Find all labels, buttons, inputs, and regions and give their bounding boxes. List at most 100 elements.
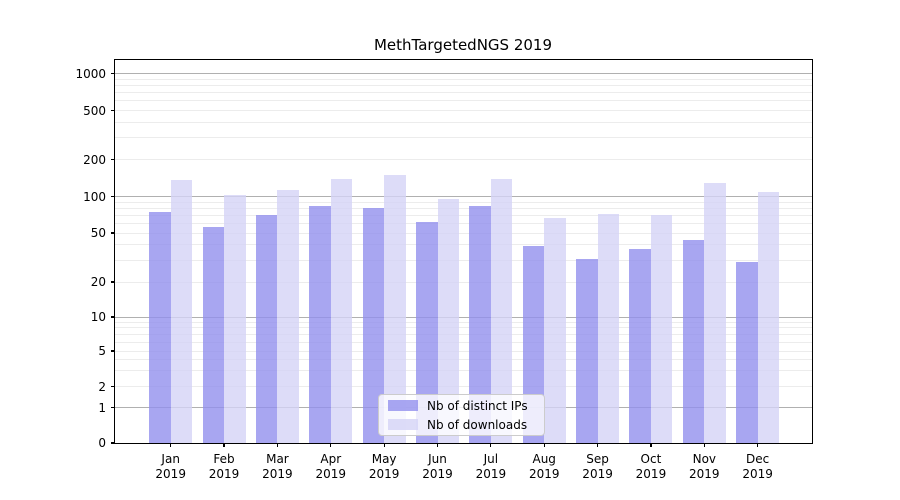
bar-ips-mar [255,215,278,443]
bar-ips-jan [149,211,171,443]
y-tick [111,316,115,318]
x-tick [436,443,439,447]
bar-downloads-jun [437,198,459,443]
x-tick [330,443,332,447]
bar-ips-jul [469,206,491,443]
y-tick-label: 100 [83,189,106,204]
plot-area: 0 1 2 5 10 20 50 100 200 500 1000 Jan 2019 Feb 2019… [75,59,813,481]
bar-ips-oct [629,249,651,443]
gridline-minor [115,244,812,246]
legend-swatch-ips-icon [388,400,418,411]
x-tick-label: Oct 2019 [635,452,667,481]
gridline-minor [115,121,812,123]
gridline-minor [115,232,812,234]
x-tick-label: Feb 2019 [208,452,240,481]
gridline-minor [115,92,812,94]
x-tick [170,443,172,447]
x-tick-label: Jun 2019 [422,452,453,481]
y-tick-label: 500 [83,103,106,118]
y-tick-label: 5 [98,344,106,358]
x-tick [490,443,492,447]
bar-ips-jun [416,221,438,443]
x-tick [703,443,705,447]
bar-ips-may [362,208,385,443]
gridline-minor [115,281,812,283]
bar-downloads-feb [224,195,246,443]
x-tick [543,443,545,447]
legend-swatch-downloads-icon [388,419,418,430]
bar-downloads-sep [597,213,620,443]
bar-ips-nov [682,239,705,443]
gridline-minor [115,333,812,335]
gridline-minor [115,321,812,323]
y-tick [111,281,115,283]
gridline-minor [115,78,812,80]
gridline-minor [115,201,812,203]
gridline-major [115,196,812,197]
legend-item-distinct-ips: Nb of distinct IPs [388,399,535,413]
y-tick [111,232,115,234]
legend-label-ips: Nb of distinct IPs [427,398,528,413]
y-tick-label: 1 [98,400,106,415]
gridline-minor [115,386,812,387]
bar-ips-sep [576,258,598,443]
chart-title: MethTargetedNGS 2019 [373,36,553,54]
gridline-minor [115,214,812,216]
x-tick [276,443,278,447]
bar-ips-dec [736,262,758,443]
bar-downloads-aug [544,217,566,443]
x-tick [757,443,759,447]
bar-downloads-jul [490,179,513,443]
x-tick-label: Aug 2019 [528,452,560,481]
bar-downloads-dec [757,192,780,443]
x-tick [596,443,599,447]
bar-downloads-mar [277,190,299,443]
gridline-minor [115,370,812,372]
x-tick-label: Apr 2019 [315,452,347,481]
y-tick [111,195,115,198]
y-tick-label: 2 [98,379,106,394]
bar-downloads-jan [170,180,193,443]
y-tick-label: 200 [83,152,106,167]
y-tick-label: 50 [90,226,106,240]
gridline-minor [115,100,812,102]
x-tick [223,443,225,447]
gridline-minor [115,207,812,209]
x-tick-label: Jan 2019 [155,452,186,481]
x-tick-label: Sep 2019 [582,452,613,481]
y-tick-label: 0 [98,436,106,450]
gridline-minor [115,159,812,160]
gridline-minor [115,137,812,139]
x-tick-label: Mar 2019 [262,452,293,481]
gridline-minor [115,350,812,352]
y-tick [111,109,115,112]
x-tick-label: May 2019 [368,452,400,481]
x-tick-label: Dec 2019 [742,452,773,481]
y-tick-label: 20 [90,275,106,289]
gridline-minor [115,110,812,111]
bar-downloads-apr [330,179,353,443]
x-tick-label: Nov 2019 [689,452,720,481]
y-tick [111,158,115,161]
gridline-minor [115,359,812,361]
y-tick [111,72,115,75]
bar-downloads-nov [704,182,726,443]
gridline-minor [115,341,812,343]
gridline-major [115,316,812,318]
legend-item-downloads: Nb of downloads [388,418,535,432]
y-tick-label: 10 [90,310,106,324]
x-tick [383,443,385,447]
y-tick [111,385,115,388]
legend: Nb of distinct IPs Nb of downloads [378,394,545,436]
bar-downloads-oct [650,215,673,443]
y-tick [111,442,115,444]
gridline-minor [115,327,812,329]
gridline-major [115,73,812,74]
legend-label-downloads: Nb of downloads [427,417,528,432]
bar-ips-apr [309,206,331,443]
x-tick [650,443,652,447]
gridline-minor [115,222,812,224]
bar-ips-feb [202,227,225,443]
y-tick [111,406,115,409]
